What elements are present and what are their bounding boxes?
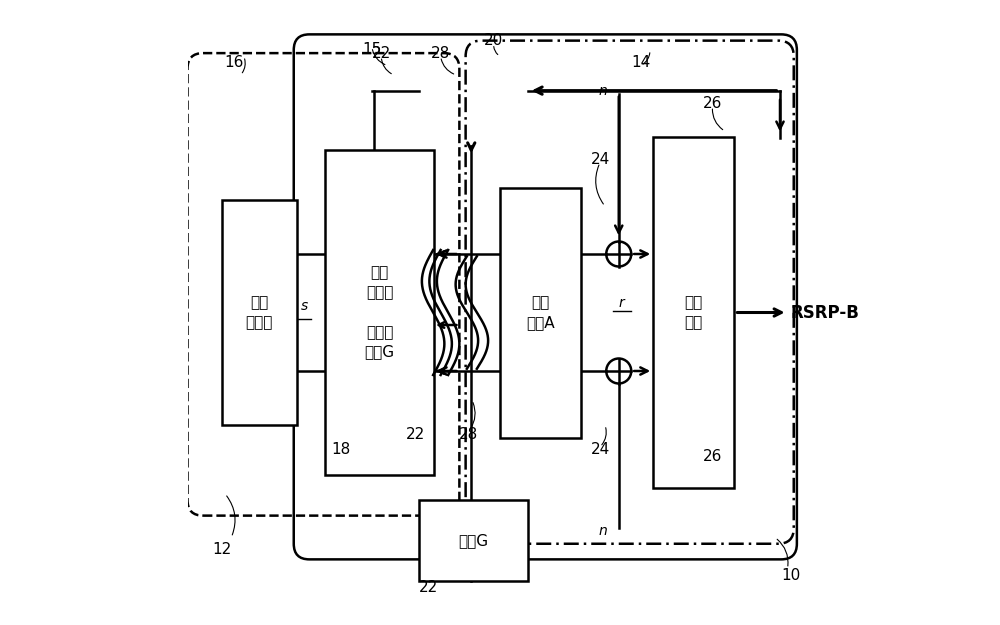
Bar — [222, 200, 297, 425]
Text: 26: 26 — [703, 96, 722, 111]
Text: 26: 26 — [703, 449, 722, 464]
Text: 信道
仿真器

预均衡
矩阵G: 信道 仿真器 预均衡 矩阵G — [365, 266, 395, 359]
Bar — [325, 150, 434, 475]
Text: 基站
仿真器: 基站 仿真器 — [246, 295, 273, 330]
Text: 10: 10 — [781, 568, 800, 582]
Text: r: r — [619, 296, 625, 310]
Text: 16: 16 — [225, 55, 244, 70]
Text: 28: 28 — [431, 46, 450, 61]
Bar — [653, 138, 734, 488]
Text: 18: 18 — [331, 442, 350, 458]
Text: 22: 22 — [372, 46, 391, 61]
Text: 28: 28 — [459, 427, 478, 442]
Text: 24: 24 — [590, 152, 610, 167]
Text: 计算G: 计算G — [458, 533, 488, 548]
Text: 12: 12 — [212, 542, 232, 558]
Text: n: n — [599, 84, 608, 98]
Text: 22: 22 — [406, 427, 425, 442]
Text: 22: 22 — [418, 580, 438, 595]
Text: n: n — [599, 524, 608, 538]
Text: 传递
矩阵A: 传递 矩阵A — [526, 295, 555, 330]
Bar — [419, 500, 528, 581]
Bar — [500, 188, 581, 438]
Text: 15: 15 — [362, 42, 382, 58]
Text: 24: 24 — [590, 442, 610, 458]
Text: s: s — [301, 299, 308, 313]
Text: 14: 14 — [631, 55, 650, 70]
Text: 20: 20 — [484, 33, 503, 48]
Text: RSRP-B: RSRP-B — [791, 304, 860, 321]
Text: 被测
设备: 被测 设备 — [685, 295, 703, 330]
